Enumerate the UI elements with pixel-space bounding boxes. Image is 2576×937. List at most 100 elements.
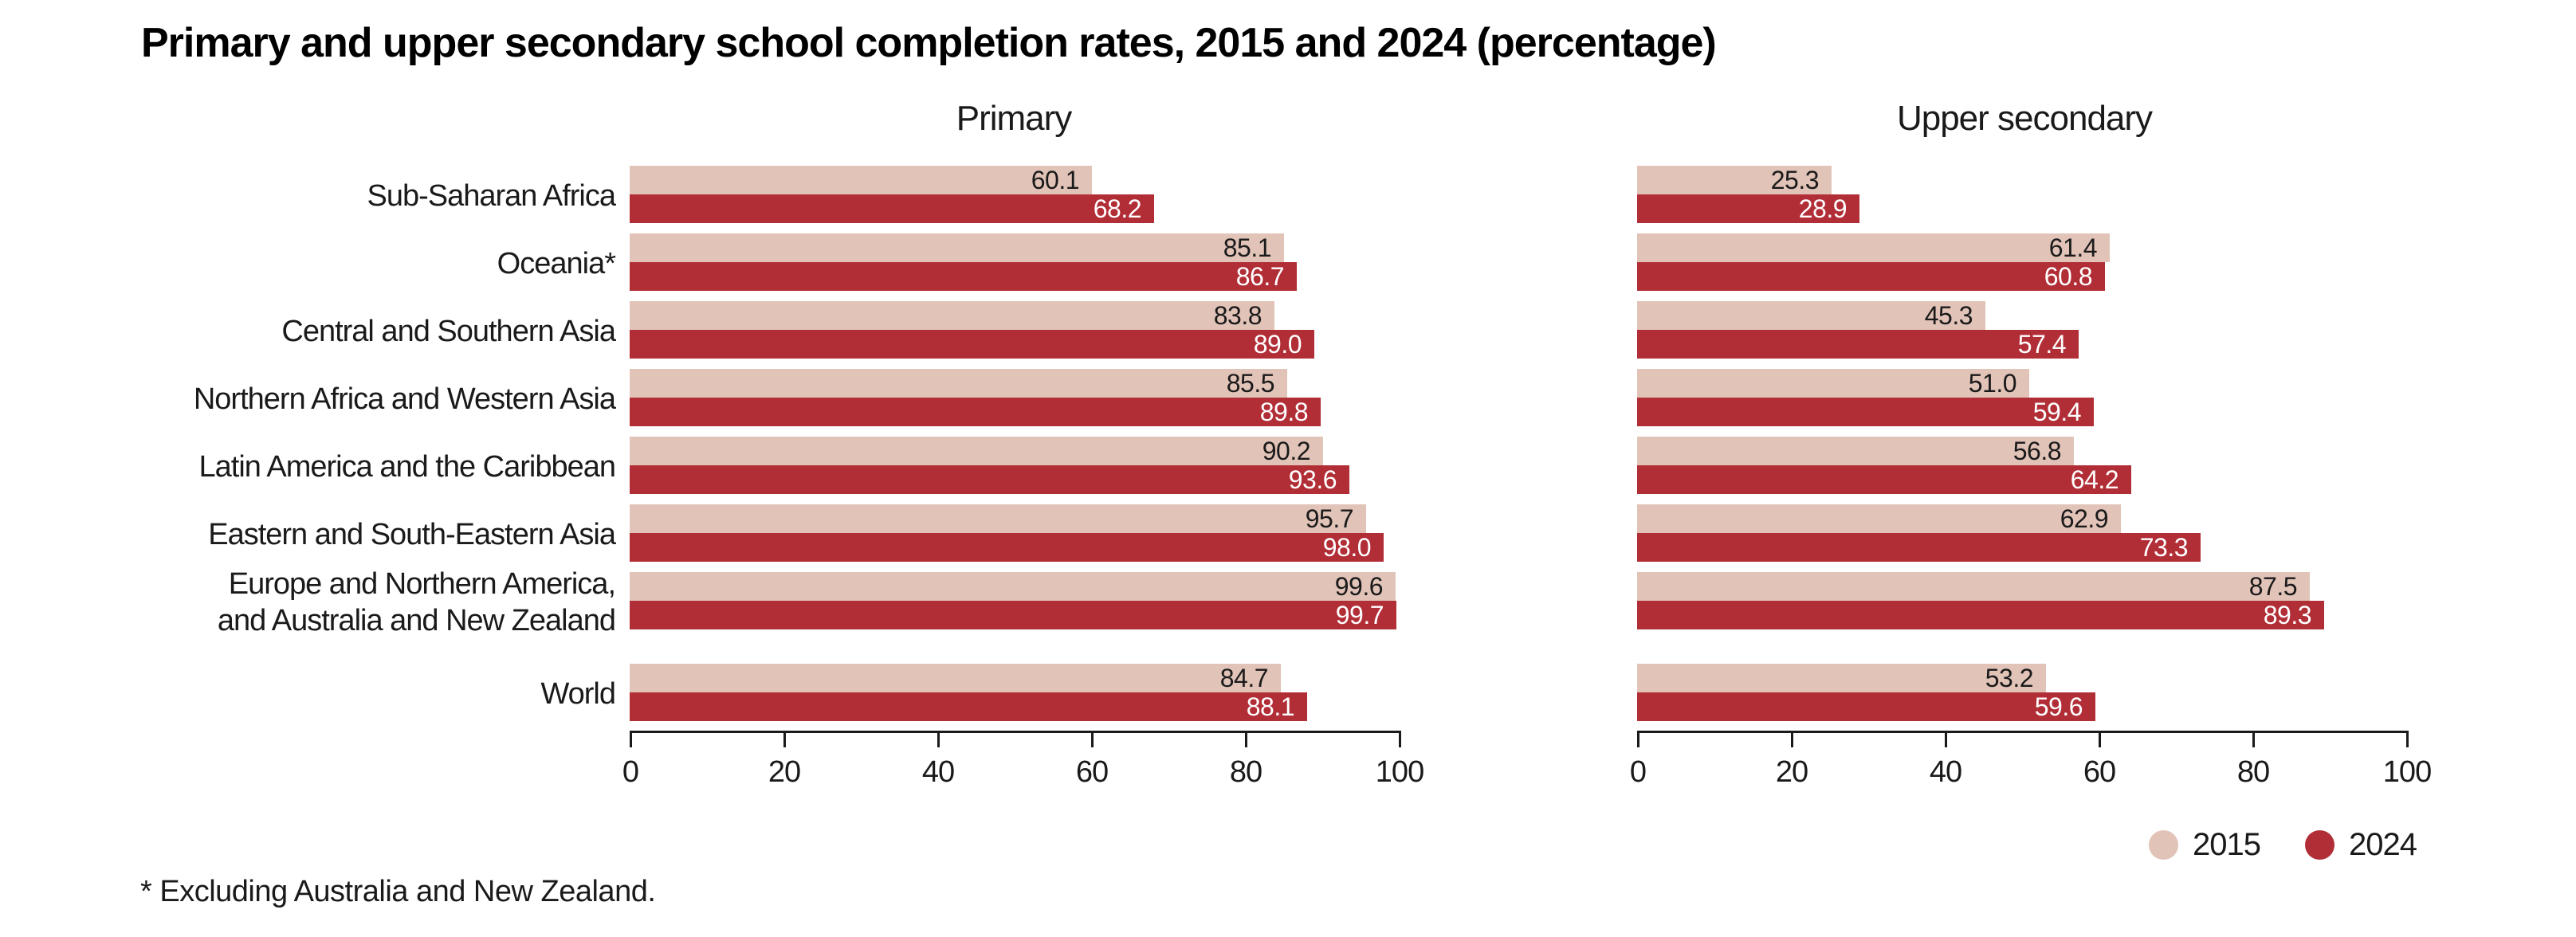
bar-2015: 51.0: [1637, 369, 2029, 398]
value-label-2015: 62.9: [2060, 504, 2109, 533]
value-label-2015: 45.3: [1924, 301, 1973, 330]
x-axis-tick-label: 0: [622, 755, 639, 789]
bar-2024: 88.1: [630, 692, 1307, 721]
value-label-2015: 60.1: [1031, 166, 1080, 194]
value-label-2024: 59.6: [2034, 692, 2083, 721]
bar-2024: 98.0: [630, 533, 1384, 562]
legend-dot-2015: [2149, 830, 2179, 860]
value-label-2024: 89.0: [1253, 330, 1302, 359]
bar-2024: 89.8: [630, 398, 1321, 426]
x-axis-tick: [1637, 731, 1639, 747]
value-label-2015: 85.5: [1226, 369, 1275, 398]
x-axis-tick-label: 20: [768, 755, 801, 789]
category-label: Sub-Saharan Africa: [367, 179, 616, 213]
x-axis-tick-label: 20: [1775, 755, 1808, 789]
value-label-2024: 59.4: [2032, 398, 2082, 426]
bar-2015: 60.1: [630, 166, 1092, 194]
bar-2015: 85.5: [630, 369, 1287, 398]
bar-2024: 28.9: [1637, 194, 1859, 223]
x-axis-tick: [1091, 731, 1094, 747]
bar-2015: 53.2: [1637, 664, 2046, 692]
value-label-2024: 73.3: [2139, 533, 2189, 562]
value-label-2015: 85.1: [1223, 233, 1272, 262]
value-label-2024: 68.2: [1093, 194, 1142, 223]
value-label-2015: 61.4: [2048, 233, 2098, 262]
category-label: Latin America and the Caribbean: [198, 450, 616, 484]
category-label: Europe and Northern America, and Austral…: [217, 567, 616, 637]
bar-2015: 95.7: [630, 504, 1366, 533]
bar-2024: 73.3: [1637, 533, 2201, 562]
bar-2015: 85.1: [630, 233, 1284, 262]
bar-2015: 90.2: [630, 437, 1323, 465]
value-label-2015: 99.6: [1334, 572, 1384, 601]
value-label-2015: 53.2: [1985, 664, 2034, 692]
chart-title: Primary and upper secondary school compl…: [141, 20, 1717, 66]
category-label: Oceania*: [497, 247, 616, 280]
value-label-2024: 98.0: [1322, 533, 1372, 562]
value-label-2015: 90.2: [1262, 437, 1311, 465]
value-label-2024: 88.1: [1246, 692, 1295, 721]
x-axis-tick-label: 0: [1629, 755, 1647, 789]
bar-2024: 93.6: [630, 465, 1349, 494]
legend-label-2024: 2024: [2349, 827, 2417, 862]
x-axis-tick-label: 100: [2382, 755, 2432, 789]
category-label: Northern Africa and Western Asia: [193, 382, 616, 416]
bar-2015: 62.9: [1637, 504, 2121, 533]
value-label-2015: 87.5: [2248, 572, 2298, 601]
x-axis-tick-label: 60: [1075, 755, 1109, 789]
x-axis-tick-label: 60: [2083, 755, 2116, 789]
x-axis-line: [1637, 731, 2409, 733]
x-axis-tick: [1945, 731, 1947, 747]
value-label-2024: 99.7: [1335, 601, 1384, 629]
bar-2015: 87.5: [1637, 572, 2310, 601]
x-axis-tick-label: 40: [921, 755, 955, 789]
value-label-2015: 51.0: [1968, 369, 2017, 398]
x-axis-tick: [1791, 731, 1793, 747]
value-label-2024: 57.4: [2017, 330, 2067, 359]
x-axis-tick: [783, 731, 786, 747]
value-label-2024: 86.7: [1235, 262, 1285, 291]
value-label-2024: 64.2: [2070, 465, 2119, 494]
category-label: World: [540, 677, 616, 711]
bar-2024: 59.6: [1637, 692, 2095, 721]
x-axis-tick: [1245, 731, 1247, 747]
value-label-2015: 83.8: [1213, 301, 1262, 330]
value-label-2015: 25.3: [1770, 166, 1820, 194]
x-axis-tick: [1399, 731, 1401, 747]
category-label: Central and Southern Asia: [281, 315, 616, 348]
category-label: Eastern and South-Eastern Asia: [208, 518, 616, 551]
bar-2015: 56.8: [1637, 437, 2074, 465]
x-axis-tick: [2406, 731, 2409, 747]
x-axis-tick: [630, 731, 632, 747]
bar-2024: 68.2: [630, 194, 1154, 223]
bar-2024: 89.0: [630, 330, 1314, 359]
bar-2015: 45.3: [1637, 301, 1985, 330]
value-label-2024: 89.3: [2263, 601, 2312, 629]
bar-2024: 57.4: [1637, 330, 2079, 359]
value-label-2024: 93.6: [1288, 465, 1337, 494]
x-axis-tick-label: 100: [1375, 755, 1424, 789]
panel-title-upper-secondary: Upper secondary: [1896, 99, 2153, 138]
value-label-2015: 84.7: [1219, 664, 1269, 692]
x-axis-tick: [2252, 731, 2255, 747]
x-axis-tick-label: 40: [1929, 755, 1962, 789]
value-label-2024: 28.9: [1798, 194, 1848, 223]
value-label-2015: 95.7: [1305, 504, 1354, 533]
footnote: * Excluding Australia and New Zealand.: [140, 875, 656, 908]
bar-2015: 83.8: [630, 301, 1274, 330]
legend: 2015 2024: [2149, 827, 2417, 863]
value-label-2024: 89.8: [1259, 398, 1309, 426]
x-axis-line: [630, 731, 1401, 733]
panel-title-primary: Primary: [956, 99, 1073, 138]
bar-2015: 25.3: [1637, 166, 1832, 194]
x-axis-tick-label: 80: [1229, 755, 1262, 789]
bar-2015: 99.6: [630, 572, 1396, 601]
x-axis-tick: [2099, 731, 2101, 747]
legend-label-2015: 2015: [2193, 827, 2261, 862]
bar-2024: 86.7: [630, 262, 1297, 291]
bar-2024: 99.7: [630, 601, 1396, 629]
x-axis-tick-label: 80: [2236, 755, 2270, 789]
value-label-2024: 60.8: [2044, 262, 2093, 291]
bar-2024: 64.2: [1637, 465, 2131, 494]
